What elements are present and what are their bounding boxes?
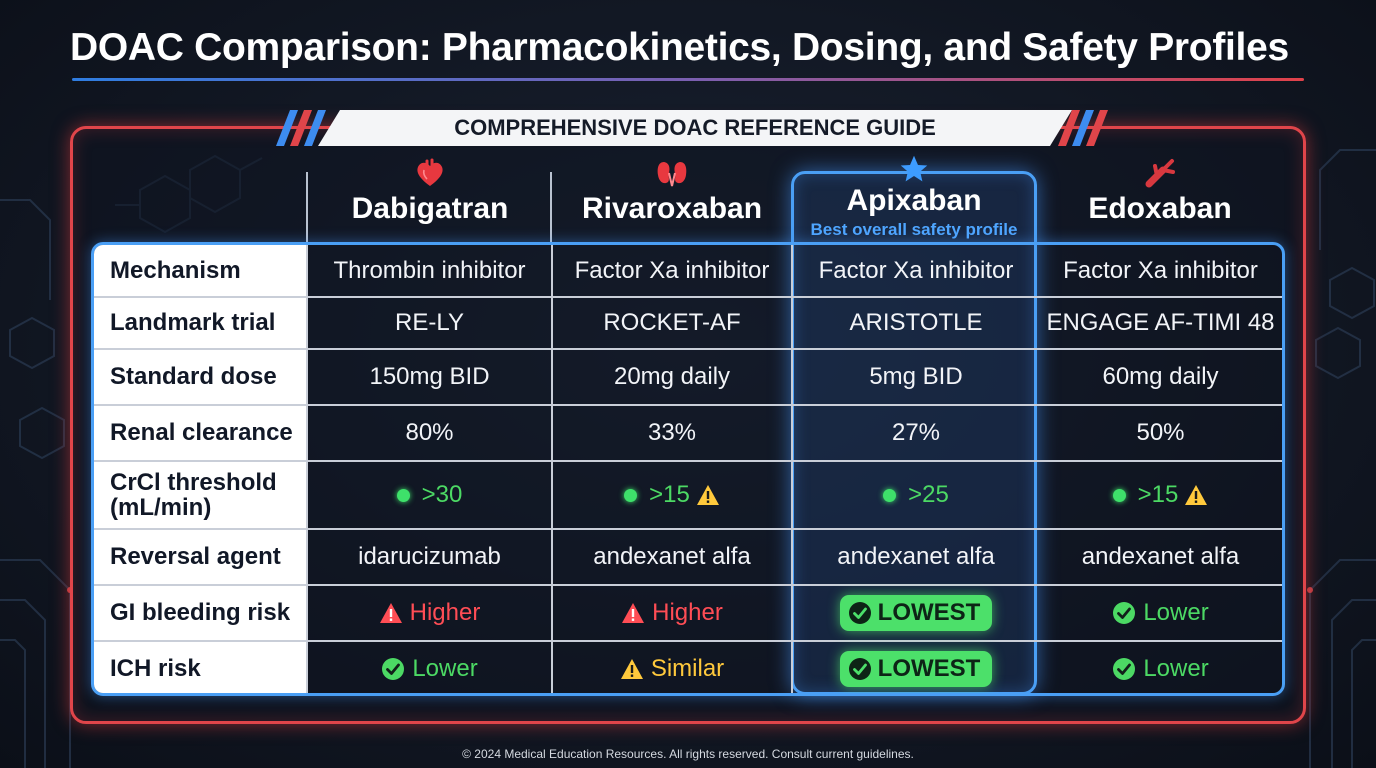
star-icon <box>900 155 928 182</box>
reference-banner: COMPREHENSIVE DOAC REFERENCE GUIDE <box>318 110 1072 146</box>
table-cell: Lower <box>1039 586 1282 640</box>
table-row-crcl-threshold: CrCl threshold (mL/min) >30 >15 >25 >15 <box>94 462 1282 530</box>
table-cell: Thrombin inhibitor <box>308 245 553 296</box>
table-cell: ARISTOTLE <box>849 309 983 336</box>
row-label: Renal clearance <box>94 406 308 460</box>
status-dot-icon <box>883 488 897 502</box>
banner-stripes-left <box>276 110 326 146</box>
warning-icon <box>620 659 643 679</box>
warning-icon <box>622 603 645 623</box>
row-label: Landmark trial <box>94 298 308 348</box>
cell-value: >15 <box>1137 481 1179 508</box>
cell-value: Higher <box>409 599 481 626</box>
table-cell: 20mg daily <box>553 350 793 404</box>
drug-name: Apixaban <box>846 184 982 217</box>
table-cell: Similar <box>553 642 793 693</box>
check-circle-icon <box>848 658 871 680</box>
table-cell: ENGAGE AF-TIMI 48 <box>1046 309 1275 336</box>
table-cell: Factor Xa inhibitor <box>1063 256 1258 284</box>
table-cell: 150mg BID <box>308 350 553 404</box>
table-cell: 5mg BID <box>869 363 963 390</box>
header-divider <box>550 172 552 242</box>
table-row-standard-dose: Standard dose 150mg BID 20mg daily 5mg B… <box>94 350 1282 406</box>
header-divider <box>306 172 308 242</box>
check-circle-icon <box>1113 602 1136 624</box>
table-cell: 33% <box>553 406 793 460</box>
row-label: ICH risk <box>94 642 308 693</box>
check-circle-icon <box>1113 658 1136 680</box>
warning-icon <box>696 485 719 505</box>
cell-value: Similar <box>650 655 725 682</box>
table-cell: Factor Xa inhibitor <box>553 245 793 296</box>
apixaban-subtitle: Best overall safety profile <box>810 220 1018 239</box>
status-dot-icon <box>396 488 410 502</box>
comparison-table: Mechanism Thrombin inhibitor Factor Xa i… <box>91 242 1285 696</box>
table-cell: LOWEST <box>793 642 1039 693</box>
row-label: Mechanism <box>94 245 308 296</box>
table-cell: >15 <box>553 462 793 528</box>
table-row-reversal-agent: Reversal agent idarucizumab andexanet al… <box>94 530 1282 586</box>
cell-value: >15 <box>649 481 690 508</box>
table-cell: RE-LY <box>308 298 553 348</box>
blood-vessel-icon <box>1145 159 1175 188</box>
column-header-edoxaban: Edoxaban <box>1038 156 1282 242</box>
lowest-badge: LOWEST <box>839 651 993 687</box>
cell-value: LOWEST <box>877 655 981 682</box>
table-cell: andexanet alfa <box>1081 543 1240 570</box>
cell-value: LOWEST <box>877 599 981 626</box>
column-header-dabigatran: Dabigatran <box>308 156 552 242</box>
check-circle-icon <box>848 602 871 624</box>
row-label: GI bleeding risk <box>94 586 308 640</box>
page-title: DOAC Comparison: Pharmacokinetics, Dosin… <box>70 26 1289 69</box>
table-row-gi-bleeding-risk: GI bleeding risk Higher Higher LOWEST Lo… <box>94 586 1282 642</box>
status-dot-icon <box>624 488 638 502</box>
table-row-ich-risk: ICH risk Lower Similar LOWEST Lower <box>94 642 1282 693</box>
table-cell: Factor Xa inhibitor <box>818 256 1014 284</box>
lowest-badge: LOWEST <box>839 595 993 631</box>
cell-value: >30 <box>421 481 463 508</box>
column-header-apixaban: Apixaban Best overall safety profile <box>792 154 1036 240</box>
kidneys-icon <box>657 162 687 187</box>
table-cell: Higher <box>553 586 793 640</box>
table-cell: 27% <box>891 419 941 446</box>
heart-icon <box>417 158 443 186</box>
warning-icon <box>379 603 402 623</box>
table-row-landmark-trial: Landmark trial RE-LY ROCKET-AF ARISTOTLE… <box>94 298 1282 350</box>
table-cell: 60mg daily <box>1102 363 1219 390</box>
table-cell: Lower <box>1039 642 1282 693</box>
title-underline <box>72 78 1304 81</box>
row-label: Reversal agent <box>94 530 308 584</box>
table-cell: 80% <box>308 406 553 460</box>
footer-copyright: © 2024 Medical Education Resources. All … <box>462 747 914 761</box>
status-dot-icon <box>1112 488 1126 502</box>
cell-value: Lower <box>1143 655 1209 682</box>
warning-icon <box>1185 485 1208 505</box>
table-cell: ROCKET-AF <box>553 298 793 348</box>
row-label: Standard dose <box>94 350 308 404</box>
table-cell: andexanet alfa <box>553 530 793 584</box>
table-cell: LOWEST <box>793 586 1039 640</box>
table-cell: andexanet alfa <box>837 543 995 570</box>
table-row-mechanism: Mechanism Thrombin inhibitor Factor Xa i… <box>94 245 1282 298</box>
drug-name: Dabigatran <box>351 192 509 225</box>
table-cell: idarucizumab <box>308 530 553 584</box>
drug-name: Edoxaban <box>1088 192 1232 225</box>
check-circle-icon <box>382 658 405 680</box>
table-cell: Higher <box>308 586 553 640</box>
cell-value: Lower <box>412 655 478 682</box>
row-label: CrCl threshold (mL/min) <box>94 462 308 528</box>
drug-name: Rivaroxaban <box>581 192 763 225</box>
cell-value: >25 <box>908 481 949 508</box>
table-cell: Lower <box>308 642 553 693</box>
table-cell: >25 <box>793 462 1039 528</box>
cell-value: Higher <box>652 599 723 626</box>
column-header-rivaroxaban: Rivaroxaban <box>552 156 792 242</box>
banner-stripes-right <box>1058 110 1108 146</box>
table-cell: >30 <box>308 462 553 528</box>
table-row-renal-clearance: Renal clearance 80% 33% 27% 50% <box>94 406 1282 462</box>
table-cell: 50% <box>1136 419 1185 446</box>
table-cell: >15 <box>1039 462 1282 528</box>
cell-value: Lower <box>1143 599 1209 626</box>
